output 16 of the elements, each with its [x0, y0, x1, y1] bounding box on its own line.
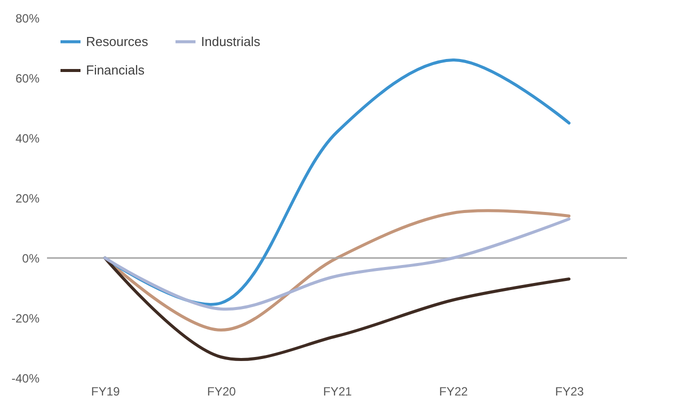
y-tick-label: 20% — [15, 192, 40, 206]
x-tick-label: FY19 — [91, 384, 120, 398]
y-tick-label: 40% — [15, 132, 40, 146]
legend-label: Financials — [86, 62, 146, 78]
y-tick-label: 60% — [15, 72, 40, 86]
x-tick-label: FY22 — [439, 384, 468, 398]
line-series — [104, 218, 570, 311]
x-tick-label: FY20 — [207, 384, 236, 398]
y-tick-label: -20% — [11, 312, 40, 326]
y-tick-label: 80% — [15, 12, 40, 26]
y-tick-label: -40% — [11, 372, 40, 386]
legend-label: Resources — [86, 34, 149, 49]
legend-label: Industrials — [201, 34, 261, 49]
y-tick-label: 0% — [22, 252, 40, 266]
x-tick-label: FY21 — [323, 384, 352, 398]
x-tick-label: FY23 — [555, 384, 584, 398]
